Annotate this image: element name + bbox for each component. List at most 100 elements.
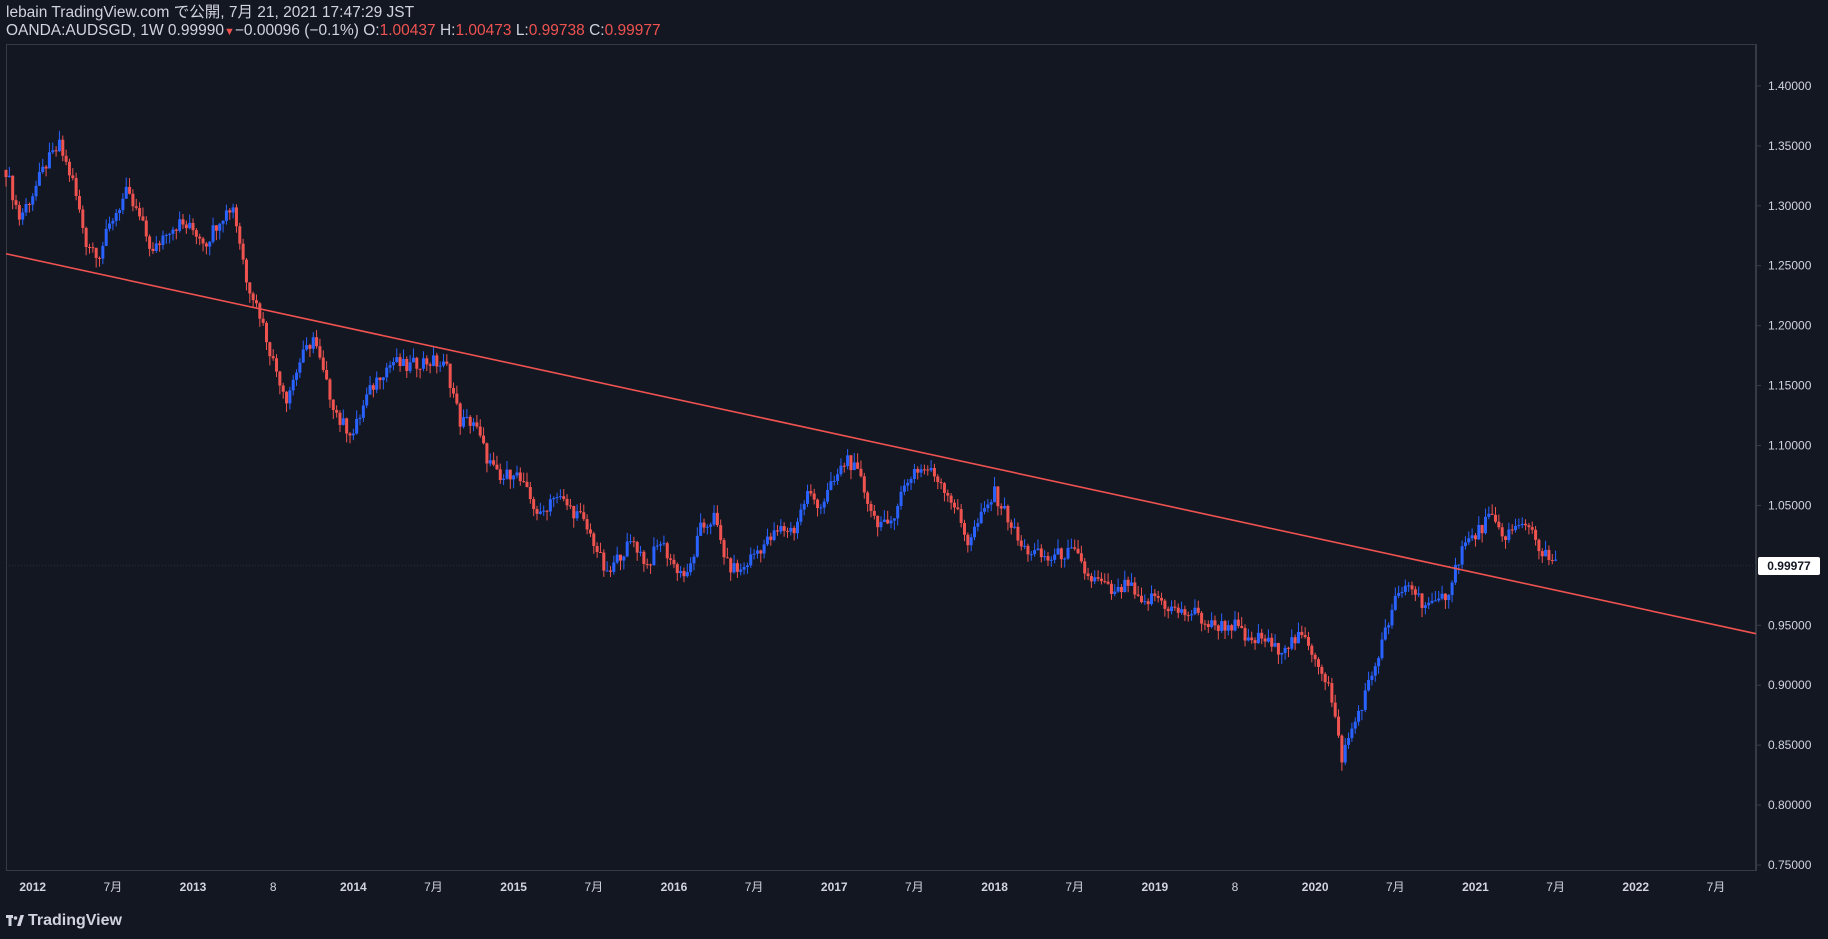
- candle-body: [1153, 593, 1157, 596]
- candle-body: [335, 409, 339, 413]
- candle-body: [398, 357, 402, 367]
- x-tick-label: 2019: [1142, 880, 1169, 894]
- candle-body: [188, 222, 192, 229]
- candle-body: [421, 358, 425, 369]
- candle-body: [755, 550, 759, 554]
- candle-body: [144, 220, 148, 237]
- candle-body: [1086, 573, 1090, 576]
- x-tick-label: 8: [1232, 880, 1239, 894]
- candle-body: [321, 357, 325, 370]
- candle-body: [1313, 654, 1317, 660]
- candle-body: [1397, 593, 1401, 596]
- candle-body: [31, 196, 35, 205]
- candle-body: [1206, 624, 1210, 627]
- candle-body: [1470, 535, 1474, 539]
- candle-body: [1093, 577, 1097, 582]
- candle-body: [1323, 673, 1327, 683]
- candle-body: [682, 571, 686, 577]
- candle-body: [782, 526, 786, 531]
- candle-body: [689, 563, 693, 573]
- candle-body: [1139, 595, 1143, 603]
- candle-body: [305, 345, 309, 350]
- candle-body: [1393, 595, 1397, 610]
- symbol-label: OANDA:AUDSGD, 1W: [6, 22, 164, 39]
- last-price-badge: 0.99977: [1758, 556, 1820, 575]
- y-tick-label: 1.05000: [1768, 498, 1812, 512]
- candle-body: [1119, 586, 1123, 593]
- chart-header: lebain TradingView.com で公開, 7月 21, 2021 …: [6, 4, 661, 41]
- candle-body: [973, 526, 977, 538]
- plot-area[interactable]: [6, 44, 1756, 871]
- candle-body: [77, 196, 81, 210]
- candle-body: [872, 510, 876, 516]
- candle-body: [74, 178, 78, 197]
- candle-body: [395, 357, 399, 363]
- candle-body: [839, 465, 843, 475]
- candle-body: [1423, 605, 1427, 608]
- candle-body: [595, 545, 599, 552]
- candle-body: [1036, 548, 1040, 551]
- candle-body: [1283, 647, 1287, 653]
- candle-body: [465, 416, 469, 418]
- candle-body: [1527, 525, 1531, 528]
- candle-body: [625, 541, 629, 557]
- candle-body: [979, 511, 983, 524]
- candle-body: [1026, 545, 1030, 555]
- candle-body: [1387, 625, 1391, 628]
- candle-body: [1320, 666, 1324, 674]
- candle-body: [952, 502, 956, 508]
- candle-body: [194, 230, 198, 237]
- candle-body: [725, 557, 729, 559]
- candle-body: [1076, 548, 1080, 554]
- candle-body: [962, 522, 966, 535]
- candle-body: [452, 388, 456, 394]
- candle-body: [1510, 529, 1514, 531]
- candle-body: [81, 209, 85, 228]
- candle-body: [401, 358, 405, 367]
- candle-body: [411, 357, 415, 363]
- candle-body: [1256, 632, 1260, 644]
- low-label: L:: [515, 22, 529, 39]
- candle-body: [792, 527, 796, 534]
- candle-body: [482, 435, 486, 444]
- candle-body: [17, 204, 21, 220]
- candle-body: [932, 467, 936, 477]
- candle-body: [1246, 637, 1250, 641]
- candle-body: [1116, 586, 1120, 592]
- candle-body: [1337, 716, 1341, 736]
- candle-body: [572, 505, 576, 519]
- candle-body: [765, 536, 769, 545]
- candle-body: [34, 185, 38, 197]
- candle-body: [832, 480, 836, 482]
- candle-body: [234, 207, 238, 227]
- candle-body: [1163, 600, 1167, 609]
- candle-body: [21, 212, 25, 220]
- candle-body: [986, 504, 990, 509]
- candle-body: [1447, 594, 1451, 601]
- candle-body: [1340, 735, 1344, 763]
- candle-body: [425, 358, 429, 365]
- candle-body: [629, 541, 633, 543]
- candle-body: [1113, 591, 1117, 594]
- candle-body: [1333, 702, 1337, 717]
- candle-body: [64, 155, 68, 162]
- candle-body: [749, 554, 753, 566]
- candle-body: [592, 533, 596, 546]
- candle-body: [208, 241, 212, 247]
- candle-body: [515, 472, 519, 476]
- candle-body: [1497, 521, 1501, 528]
- candle-body: [739, 569, 743, 572]
- candle-body: [311, 337, 315, 349]
- candle-body: [535, 509, 539, 514]
- candle-body: [381, 377, 385, 381]
- candle-body: [735, 563, 739, 572]
- candle-body: [879, 521, 883, 528]
- candle-body: [141, 216, 145, 221]
- candle-body: [1223, 621, 1227, 631]
- candle-body: [1183, 609, 1187, 616]
- candle-body: [1500, 527, 1504, 537]
- candle-body: [214, 225, 218, 231]
- candle-body: [114, 212, 118, 221]
- down-arrow-icon: ▼: [223, 26, 235, 38]
